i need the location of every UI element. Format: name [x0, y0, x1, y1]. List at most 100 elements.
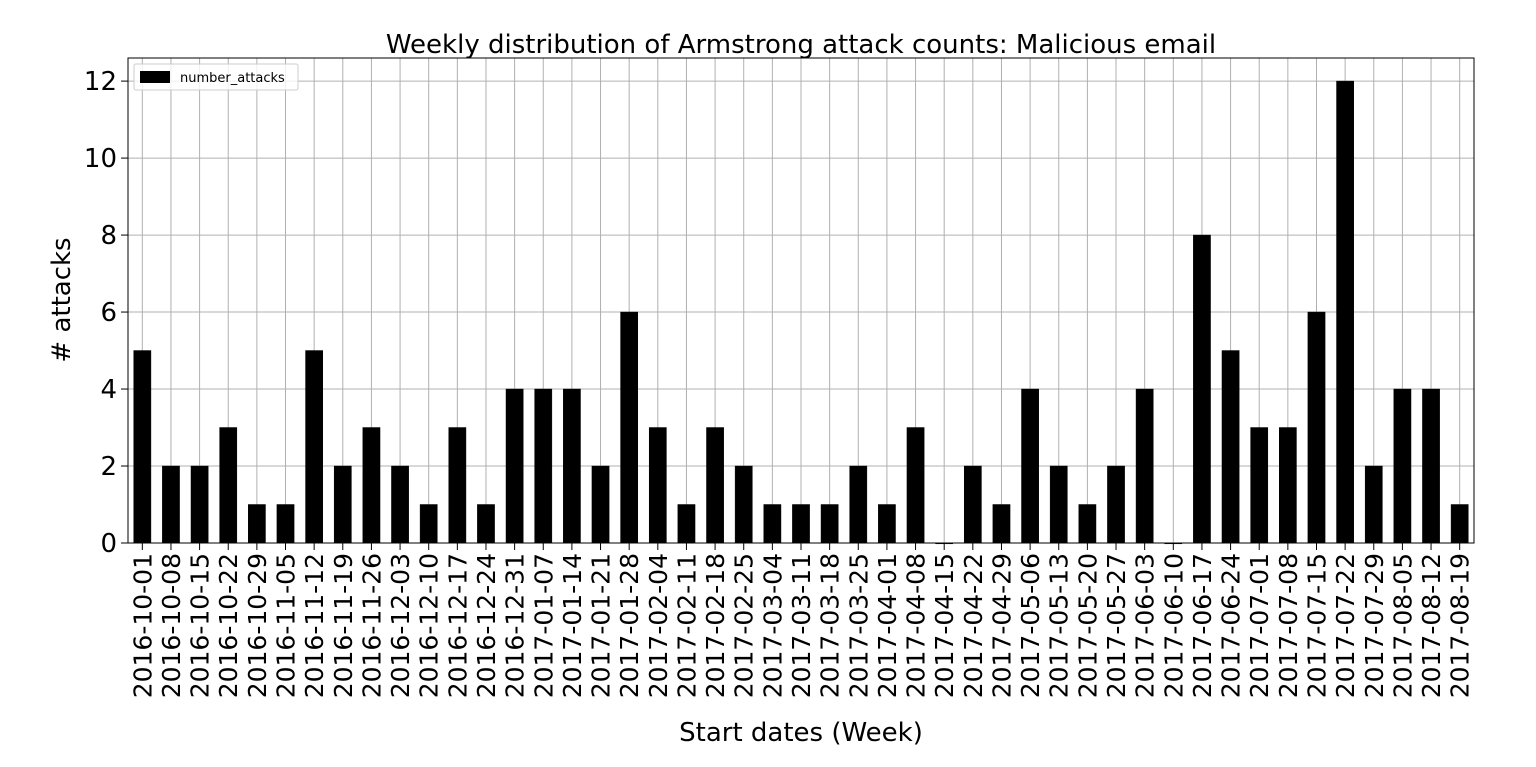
x-tick-label: 2017-02-25: [730, 553, 759, 698]
bar: [734, 465, 753, 544]
x-axis: 2016-10-01 2016-10-08 2016-10-15 2016-10-22…: [128, 543, 1475, 698]
x-tick-label: 2017-03-18: [816, 553, 845, 698]
bar: [820, 504, 839, 544]
x-tick-label: 2017-01-28: [615, 553, 644, 698]
y-tick-label: 8: [100, 221, 117, 251]
x-tick-label: 2017-05-20: [1073, 553, 1102, 698]
bar: [248, 504, 266, 544]
bar: [706, 427, 724, 544]
bar: [162, 465, 180, 544]
x-tick-label: 2017-08-12: [1417, 553, 1446, 698]
x-tick-label: 2017-01-14: [558, 553, 587, 698]
x-tick-label: 2017-06-03: [1131, 553, 1160, 698]
bar: [305, 350, 323, 544]
bar: [906, 427, 925, 544]
y-tick-label: 0: [100, 529, 117, 559]
x-tick-label: 2016-10-01: [128, 553, 157, 698]
y-axis-label: # attacks: [47, 237, 77, 362]
x-tick-label: 2017-04-08: [902, 553, 931, 698]
x-tick-label: 2017-05-27: [1102, 553, 1131, 698]
bar: [963, 465, 982, 544]
x-tick-label: 2016-10-08: [157, 553, 186, 698]
bar: [419, 504, 438, 544]
bar: [1021, 388, 1039, 544]
bar: [1307, 311, 1326, 544]
bar: [763, 504, 782, 544]
bar: [190, 465, 209, 544]
x-tick-label: 2017-07-22: [1331, 553, 1360, 698]
bar: [1193, 234, 1211, 544]
bar: [1279, 427, 1297, 544]
x-tick-label: 2017-08-19: [1446, 553, 1475, 698]
bar: [1450, 504, 1469, 544]
x-tick-label: 2017-08-05: [1388, 553, 1417, 698]
x-axis-label: Start dates (Week): [679, 718, 923, 748]
x-tick-label: 2017-06-17: [1188, 553, 1217, 698]
bar: [362, 427, 381, 544]
x-tick-label: 2017-03-11: [787, 553, 816, 698]
legend: number_attacks: [133, 63, 299, 91]
bar: [276, 504, 295, 544]
bar: [1049, 465, 1068, 544]
x-tick-label: 2016-12-24: [472, 553, 501, 698]
bar: [505, 388, 524, 544]
x-tick-label: 2017-01-07: [529, 553, 558, 698]
grid: [128, 58, 1474, 544]
bar: [1078, 504, 1097, 544]
bar: [534, 388, 553, 544]
x-tick-label: 2016-10-22: [214, 553, 243, 698]
y-tick-label: 12: [84, 67, 117, 97]
x-tick-label: 2016-12-17: [443, 553, 472, 698]
bar: [133, 350, 152, 544]
x-tick-label: 2016-12-10: [415, 553, 444, 698]
x-tick-label: 2017-06-24: [1217, 553, 1246, 698]
bar: [878, 504, 896, 544]
y-axis: 0 2 4 6 8 10 12: [84, 67, 128, 559]
bar: [677, 504, 696, 544]
bar: [1221, 350, 1240, 544]
x-tick-label: 2016-10-15: [186, 553, 215, 698]
y-tick-label: 10: [84, 144, 117, 174]
bar: [333, 465, 352, 544]
x-tick-label: 2017-05-06: [1016, 553, 1045, 698]
bar: [477, 504, 495, 544]
x-tick-label: 2017-07-15: [1302, 553, 1331, 698]
x-tick-label: 2017-03-04: [758, 553, 787, 698]
legend-box: [133, 63, 299, 91]
bar: [1393, 388, 1412, 544]
y-tick-label: 4: [100, 375, 117, 405]
chart-title: Weekly distribution of Armstrong attack …: [386, 30, 1216, 60]
bar: [391, 465, 409, 544]
x-tick-label: 2017-02-04: [644, 553, 673, 698]
x-tick-label: 2016-12-03: [386, 553, 415, 698]
x-tick-label: 2016-11-26: [357, 553, 386, 698]
bar: [1135, 388, 1154, 544]
bar: [1422, 388, 1440, 544]
x-tick-label: 2016-11-12: [300, 553, 329, 698]
bar: [1250, 427, 1269, 544]
legend-swatch: [140, 71, 170, 83]
bar: [591, 465, 610, 544]
x-tick-label: 2017-04-01: [873, 553, 902, 698]
x-tick-label: 2017-01-21: [587, 553, 616, 698]
legend-label: number_attacks: [180, 71, 285, 86]
bar: [992, 504, 1011, 544]
x-tick-label: 2017-02-11: [672, 553, 701, 698]
x-tick-label: 2017-04-15: [930, 553, 959, 698]
x-tick-label: 2017-06-10: [1159, 553, 1188, 698]
bar: [563, 388, 581, 544]
bar: [648, 427, 667, 544]
x-tick-label: 2016-10-29: [243, 553, 272, 698]
bar: [792, 504, 810, 544]
bar: [1364, 465, 1383, 544]
bar: [448, 427, 467, 544]
x-tick-label: 2017-04-22: [959, 553, 988, 698]
x-tick-label: 2017-03-25: [844, 553, 873, 698]
x-tick-label: 2017-05-13: [1045, 553, 1074, 698]
x-tick-label: 2017-07-29: [1360, 553, 1389, 698]
x-tick-label: 2017-04-29: [987, 553, 1016, 698]
x-tick-label: 2016-11-19: [329, 553, 358, 698]
bar: [620, 311, 639, 544]
